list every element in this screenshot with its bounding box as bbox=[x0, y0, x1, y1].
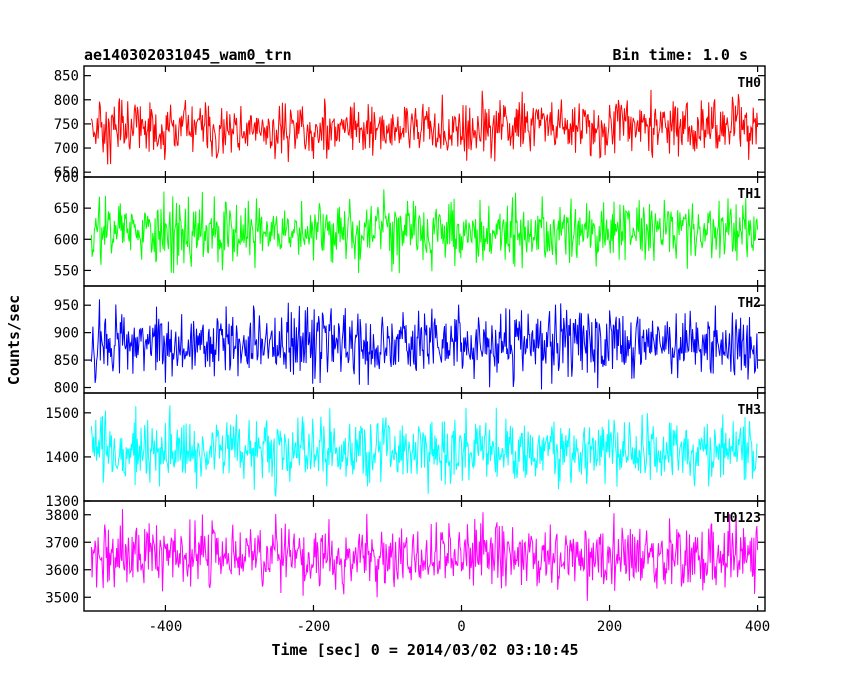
x-tick-label: -400 bbox=[149, 619, 183, 635]
y-tick-label: 1300 bbox=[45, 494, 79, 510]
series-line-th2 bbox=[90, 299, 759, 390]
y-tick-label: 650 bbox=[54, 201, 79, 217]
series-line-th1 bbox=[90, 189, 759, 274]
y-tick-label: 850 bbox=[54, 69, 79, 85]
panel-th1: 550 600 650 700 TH1 bbox=[54, 170, 766, 287]
y-tick-label: 850 bbox=[54, 353, 79, 369]
y-tick-label: 3600 bbox=[45, 563, 79, 579]
y-tick-label: 800 bbox=[54, 381, 79, 397]
y-tick-label: 1400 bbox=[45, 450, 79, 466]
x-axis-label: Time [sec] 0 = 2014/03/02 03:10:45 bbox=[271, 641, 578, 659]
panel-name-label: TH3 bbox=[738, 403, 761, 418]
y-tick-label: 1500 bbox=[45, 406, 79, 422]
panel-name-label: TH2 bbox=[738, 296, 761, 311]
y-tick-label: 550 bbox=[54, 263, 79, 279]
series-line-th0123 bbox=[90, 509, 759, 601]
panel-th0: 650 700 750 800 850 TH0 bbox=[54, 65, 766, 181]
series-line-th0 bbox=[90, 89, 759, 165]
x-tick-label: 200 bbox=[597, 619, 622, 635]
y-axis-label: Counts/sec bbox=[5, 295, 23, 385]
panel-name-label: TH0 bbox=[738, 76, 762, 91]
y-tick-label: 3500 bbox=[45, 590, 79, 606]
bin-time-label: Bin time: 1.0 s bbox=[613, 46, 748, 64]
y-tick-label: 750 bbox=[54, 117, 79, 133]
y-tick-label: 700 bbox=[54, 141, 79, 157]
y-tick-label: 3700 bbox=[45, 535, 79, 551]
y-tick-label: 600 bbox=[54, 232, 79, 248]
y-tick-label: 900 bbox=[54, 326, 79, 342]
panel-th2: 800 850 900 950 TH2 bbox=[54, 285, 766, 397]
panel-name-label: TH1 bbox=[738, 187, 762, 202]
x-axis: -400 -200 0 200 400 bbox=[149, 619, 771, 635]
y-tick-label: 800 bbox=[54, 93, 79, 109]
y-tick-label: 700 bbox=[54, 170, 79, 186]
x-tick-label: 0 bbox=[457, 619, 465, 635]
series-line-th3 bbox=[90, 405, 759, 497]
panel-th3: 1300 1400 1500 TH3 bbox=[45, 392, 766, 510]
x-tick-label: -200 bbox=[297, 619, 331, 635]
y-tick-label: 650 bbox=[54, 165, 79, 181]
chart-title: ae140302031045_wam0_trn bbox=[84, 46, 292, 64]
panel-name-label: TH0123 bbox=[714, 511, 761, 526]
y-tick-label: 950 bbox=[54, 298, 79, 314]
x-tick-label: 400 bbox=[745, 619, 770, 635]
panel-frame bbox=[83, 500, 766, 612]
y-tick-label: 3800 bbox=[45, 508, 79, 524]
panel-th0123: 3500 3600 3700 3800 TH0123 bbox=[45, 500, 766, 612]
